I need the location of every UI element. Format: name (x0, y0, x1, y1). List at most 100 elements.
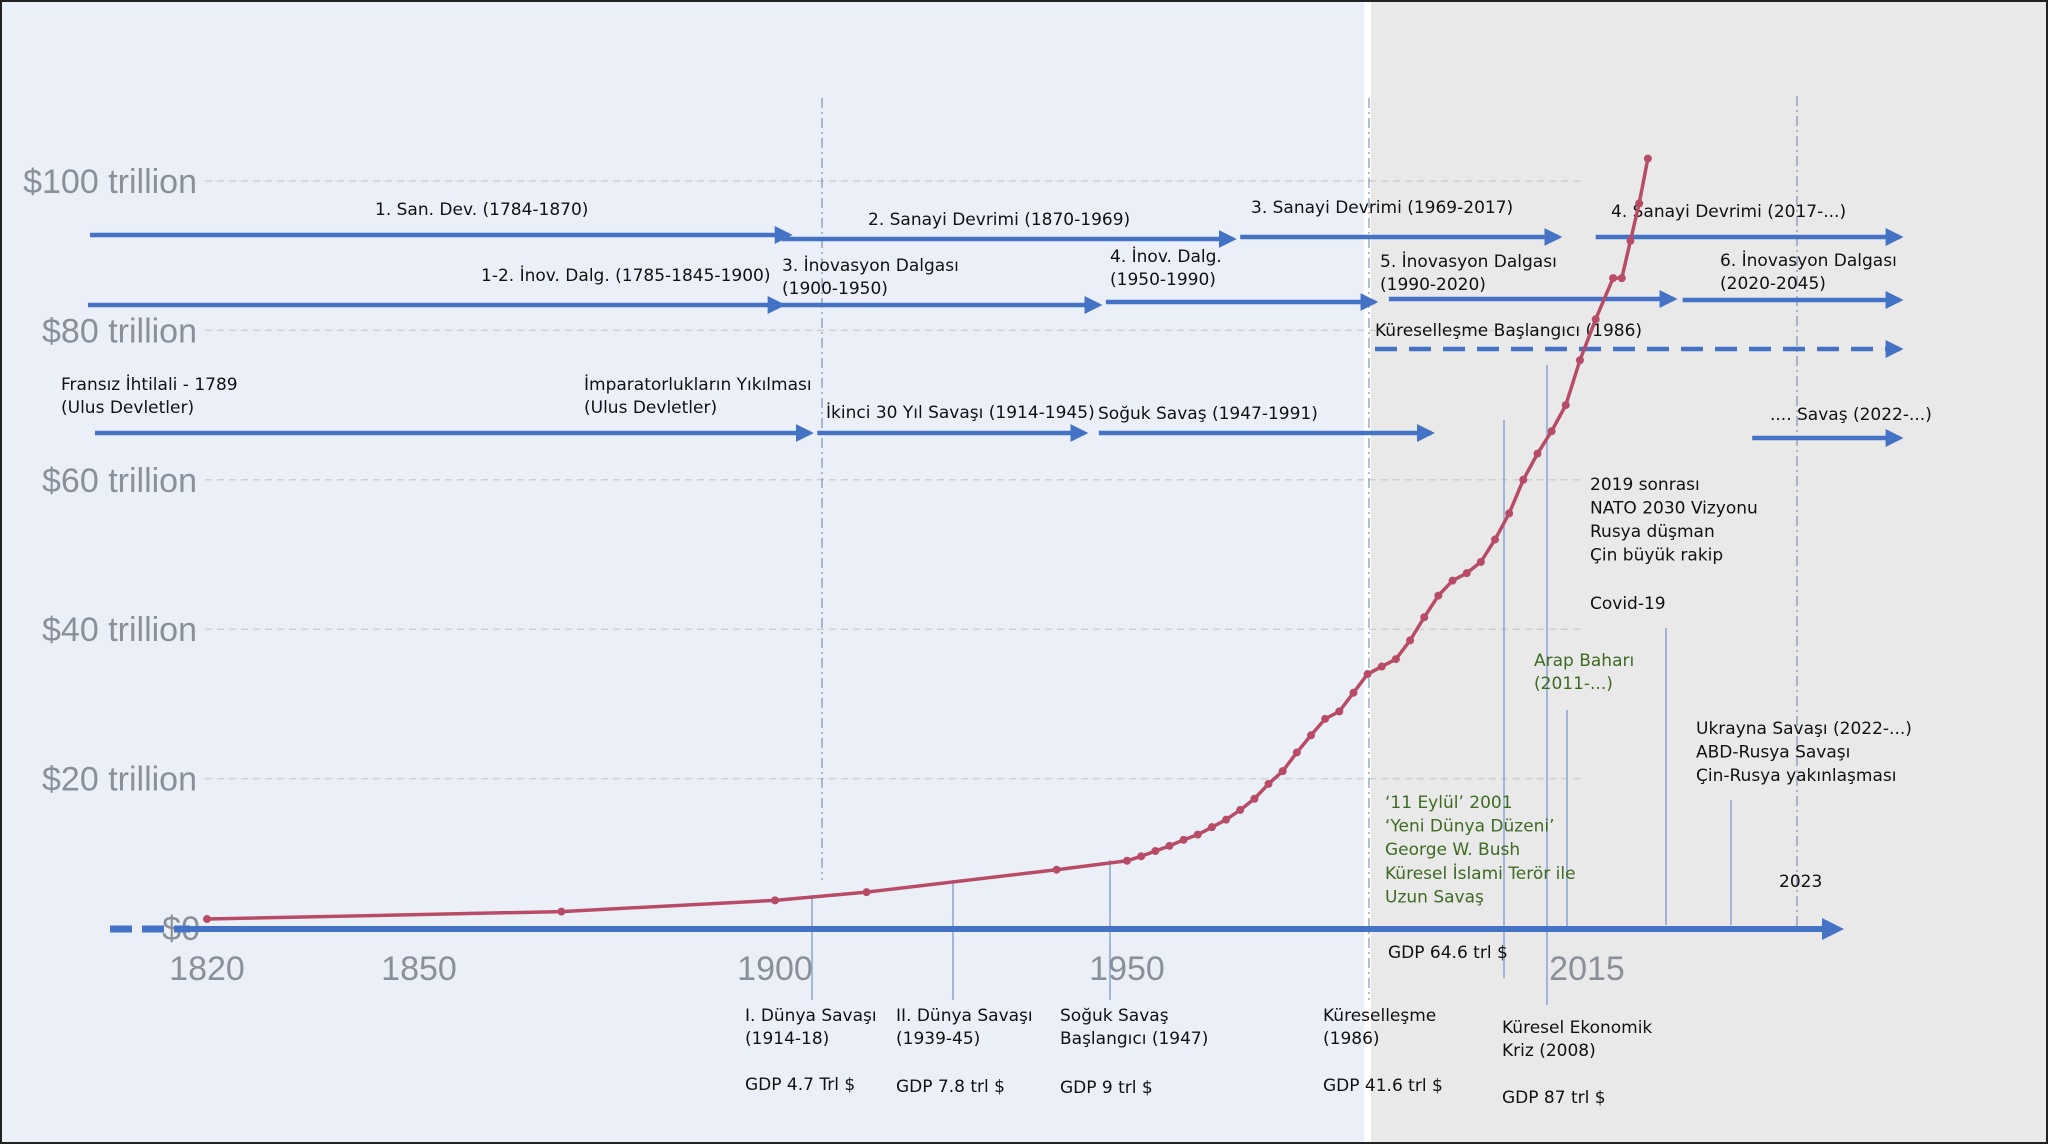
gdp-point-37 (1575, 356, 1584, 365)
gdp-point-35 (1547, 427, 1556, 436)
covid-label: Covid-19 (1590, 594, 1666, 614)
gdp-point-20 (1335, 707, 1344, 716)
event-gdp-2: GDP 9 trl $ (1060, 1078, 1153, 1098)
gdp-point-16 (1278, 767, 1287, 776)
gdp-point-36 (1561, 401, 1570, 410)
gdp-point-43 (1643, 154, 1652, 163)
gdp-point-6 (1137, 852, 1146, 861)
event-gdp-4: GDP 87 trl $ (1502, 1088, 1606, 1108)
y-tick-label-3: $60 trillion (42, 462, 197, 500)
event-label-0-line-0: I. Dünya Savaşı (745, 1006, 877, 1026)
present-background (1371, 0, 2048, 1144)
gdp-point-5 (1123, 856, 1131, 865)
gdp-point-19 (1321, 714, 1330, 723)
gdp-point-12 (1222, 815, 1231, 824)
gdp-point-7 (1151, 847, 1160, 856)
globalization-label: Küreselleşme Başlangıcı (1986) (1375, 321, 1642, 341)
sept11-label-line-1: ‘Yeni Dünya Düzeni’ (1385, 817, 1555, 837)
gdp-point-41 (1626, 236, 1635, 245)
innovation-label-0-line-0: 1-2. İnov. Dalg. (1785-1845-1900) (481, 265, 770, 286)
gdp-point-14 (1250, 794, 1259, 803)
event-label-4-line-1: Kriz (2008) (1502, 1041, 1596, 1061)
innovation-label-3-line-0: 5. İnovasyon Dalgası (1380, 251, 1557, 272)
gdp-point-4 (1052, 865, 1061, 874)
era-label-0: 1. San. Dev. (1784-1870) (375, 200, 588, 220)
era-label-2: 3. Sanayi Devrimi (1969-2017) (1251, 198, 1513, 218)
event-label-4-line-0: Küresel Ekonomik (1502, 1018, 1652, 1038)
war-label-2-line-0: İkinci 30 Yıl Savaşı (1914-1945) (826, 402, 1095, 423)
x-tick-label-1900: 1900 (737, 950, 813, 988)
war-label-1-line-1: (Ulus Devletler) (584, 398, 717, 418)
y-tick-label-5: $100 trillion (23, 163, 197, 201)
innovation-label-1-line-1: (1900-1950) (782, 279, 888, 299)
event-label-3-line-1: (1986) (1323, 1029, 1380, 1049)
war-label-4-line-0: .... Savaş (2022-...) (1770, 405, 1932, 425)
gdp-point-9 (1179, 835, 1188, 844)
innovation-label-4-line-1: (2020-2045) (1720, 274, 1826, 294)
gdp-point-32 (1505, 509, 1514, 518)
ukraine-label-line-0: Ukrayna Savaşı (2022-...) (1696, 719, 1912, 739)
war-label-3-line-0: Soğuk Savaş (1947-1991) (1098, 404, 1318, 424)
event-label-2-line-0: Soğuk Savaş (1060, 1006, 1169, 1026)
gdp-point-31 (1491, 535, 1499, 544)
gdp-point-38 (1591, 315, 1600, 324)
arab-spring-label-line-1: (2011-...) (1534, 674, 1613, 694)
event-label-1-line-0: II. Dünya Savaşı (896, 1006, 1033, 1026)
gdp-point-11 (1207, 823, 1216, 832)
gdp-point-29 (1462, 569, 1471, 578)
innovation-label-4-line-0: 6. İnovasyon Dalgası (1720, 250, 1897, 271)
gdp-point-17 (1292, 748, 1301, 757)
event-label-3-line-0: Küreselleşme (1323, 1006, 1436, 1026)
gdp-point-40 (1617, 274, 1626, 283)
event-gdp-0: GDP 4.7 Trl $ (745, 1075, 855, 1095)
sept11-label-line-3: Küresel İslami Terör ile (1385, 863, 1576, 884)
x-tick-label-1820: 1820 (169, 950, 245, 988)
gdp-point-15 (1264, 779, 1273, 788)
event-label-1-line-1: (1939-45) (896, 1029, 980, 1049)
gdp-point-39 (1609, 274, 1618, 283)
gdp-point-27 (1434, 591, 1443, 600)
gdp-point-25 (1406, 636, 1415, 645)
event-label-2-line-1: Başlangıcı (1947) (1060, 1029, 1208, 1049)
gdp-point-34 (1533, 449, 1542, 458)
event-label-0-line-1: (1914-18) (745, 1029, 829, 1049)
gdp-point-42 (1635, 199, 1644, 208)
event-gdp-3: GDP 41.6 trl $ (1323, 1076, 1443, 1096)
x-tick-label-1850: 1850 (381, 950, 457, 988)
y-tick-label-1: $20 trillion (42, 761, 197, 799)
nato-label-line-2: Rusya düşman (1590, 522, 1715, 542)
era-label-1: 2. Sanayi Devrimi (1870-1969) (868, 210, 1130, 230)
gdp-point-3 (862, 888, 871, 897)
gdp-point-0 (203, 915, 211, 924)
y-tick-label-2: $40 trillion (42, 611, 197, 649)
gdp-point-13 (1236, 805, 1245, 814)
background-divider (1364, 0, 1371, 1144)
innovation-label-1-line-0: 3. İnovasyon Dalgası (782, 255, 959, 276)
war-label-0-line-1: (Ulus Devletler) (61, 398, 194, 418)
gdp-point-2 (771, 896, 779, 905)
gdp-2001-label: GDP 64.6 trl $ (1388, 943, 1508, 963)
arab-spring-label-line-0: Arap Baharı (1534, 651, 1634, 671)
gdp-point-30 (1476, 557, 1485, 566)
innovation-label-2-line-0: 4. İnov. Dalg. (1110, 246, 1222, 267)
gdp-point-28 (1448, 576, 1457, 585)
innovation-label-2-line-1: (1950-1990) (1110, 270, 1216, 290)
gdp-point-23 (1377, 662, 1386, 671)
gdp-point-8 (1165, 841, 1174, 850)
era-label-3: 4. Sanayi Devrimi (2017-...) (1611, 202, 1846, 222)
year-2023-label: 2023 (1779, 872, 1822, 892)
timeline-axis-arrowhead (1822, 918, 1844, 940)
sept11-label-line-4: Uzun Savaş (1385, 887, 1484, 907)
gdp-point-18 (1307, 731, 1315, 740)
nato-label-line-0: 2019 sonrası (1590, 475, 1700, 495)
nato-label-line-3: Çin büyük rakip (1590, 546, 1723, 566)
sept11-label-line-0: ‘11 Eylül’ 2001 (1385, 793, 1513, 813)
gdp-point-24 (1391, 655, 1400, 664)
gdp-point-10 (1193, 830, 1202, 839)
innovation-label-3-line-1: (1990-2020) (1380, 275, 1486, 295)
x-tick-label-2015: 2015 (1549, 950, 1625, 988)
y-tick-label-4: $80 trillion (42, 312, 197, 350)
